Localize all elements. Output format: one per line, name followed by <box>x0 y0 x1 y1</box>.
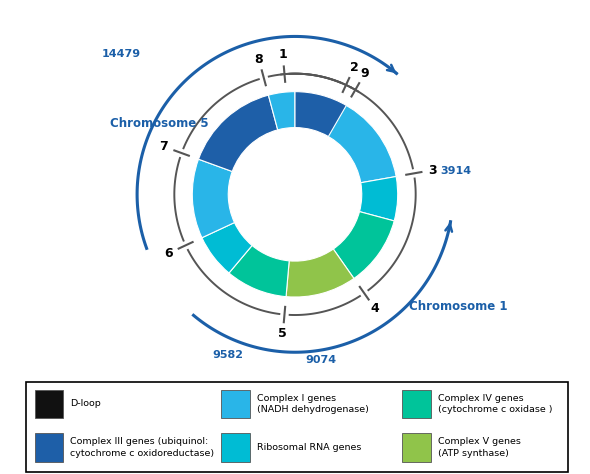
Wedge shape <box>295 91 346 137</box>
Bar <box>402 390 431 418</box>
Bar <box>35 390 63 418</box>
Wedge shape <box>333 211 394 278</box>
Wedge shape <box>192 159 234 238</box>
Wedge shape <box>286 249 354 297</box>
Bar <box>35 433 63 462</box>
Text: Ribosomal RNA genes: Ribosomal RNA genes <box>257 443 361 452</box>
Text: 3914: 3914 <box>440 166 471 176</box>
Text: Complex I genes
(NADH dehydrogenase): Complex I genes (NADH dehydrogenase) <box>257 394 369 414</box>
Text: 1: 1 <box>278 48 287 62</box>
Text: 8: 8 <box>254 53 263 66</box>
Bar <box>402 433 431 462</box>
Wedge shape <box>202 223 252 273</box>
Bar <box>221 433 250 462</box>
Text: Complex V genes
(ATP synthase): Complex V genes (ATP synthase) <box>438 438 521 457</box>
Text: D-loop: D-loop <box>70 400 101 408</box>
Text: 2: 2 <box>350 61 359 74</box>
FancyBboxPatch shape <box>27 382 568 472</box>
Text: Complex IV genes
(cytochrome c oxidase ): Complex IV genes (cytochrome c oxidase ) <box>438 394 552 414</box>
Wedge shape <box>198 95 278 172</box>
Bar <box>221 390 250 418</box>
Text: 14479: 14479 <box>102 49 141 59</box>
Text: 9074: 9074 <box>305 355 336 365</box>
Text: 4: 4 <box>371 302 379 316</box>
Wedge shape <box>359 176 398 221</box>
Text: 3: 3 <box>428 164 437 176</box>
Text: Chromosome 1: Chromosome 1 <box>409 300 508 312</box>
Text: Chromosome 5: Chromosome 5 <box>110 117 209 130</box>
Text: Complex III genes (ubiquinol:
cytochrome c oxidoreductase): Complex III genes (ubiquinol: cytochrome… <box>70 438 214 457</box>
Wedge shape <box>268 91 295 130</box>
Wedge shape <box>229 246 289 297</box>
Wedge shape <box>286 91 339 134</box>
Text: 9: 9 <box>360 67 369 80</box>
Text: 9582: 9582 <box>213 350 244 360</box>
Text: 5: 5 <box>278 327 287 340</box>
Wedge shape <box>323 101 396 183</box>
Text: 6: 6 <box>164 247 172 260</box>
Text: 7: 7 <box>159 140 168 153</box>
